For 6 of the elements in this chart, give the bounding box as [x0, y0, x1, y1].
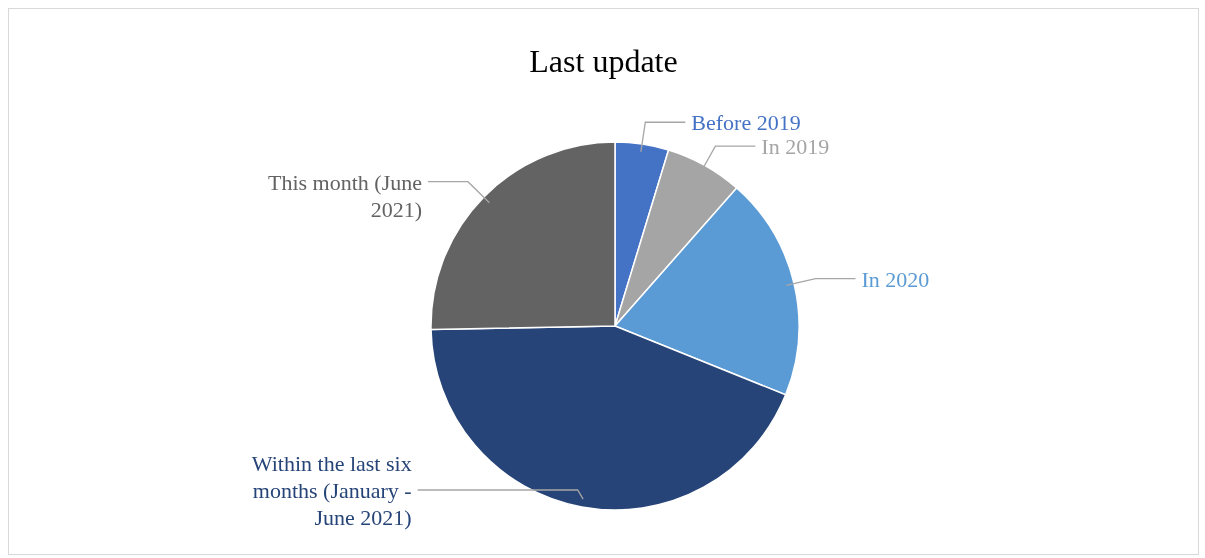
- slice-label: In 2020: [861, 266, 930, 292]
- slice-label: In 2019: [761, 133, 830, 159]
- slice-label: Before 2019: [691, 109, 801, 135]
- slice-label: Within the last six months (January - June 2021): [251, 450, 412, 530]
- chart-title: Last update: [528, 43, 679, 80]
- slice-label: This month (June 2021): [267, 169, 422, 222]
